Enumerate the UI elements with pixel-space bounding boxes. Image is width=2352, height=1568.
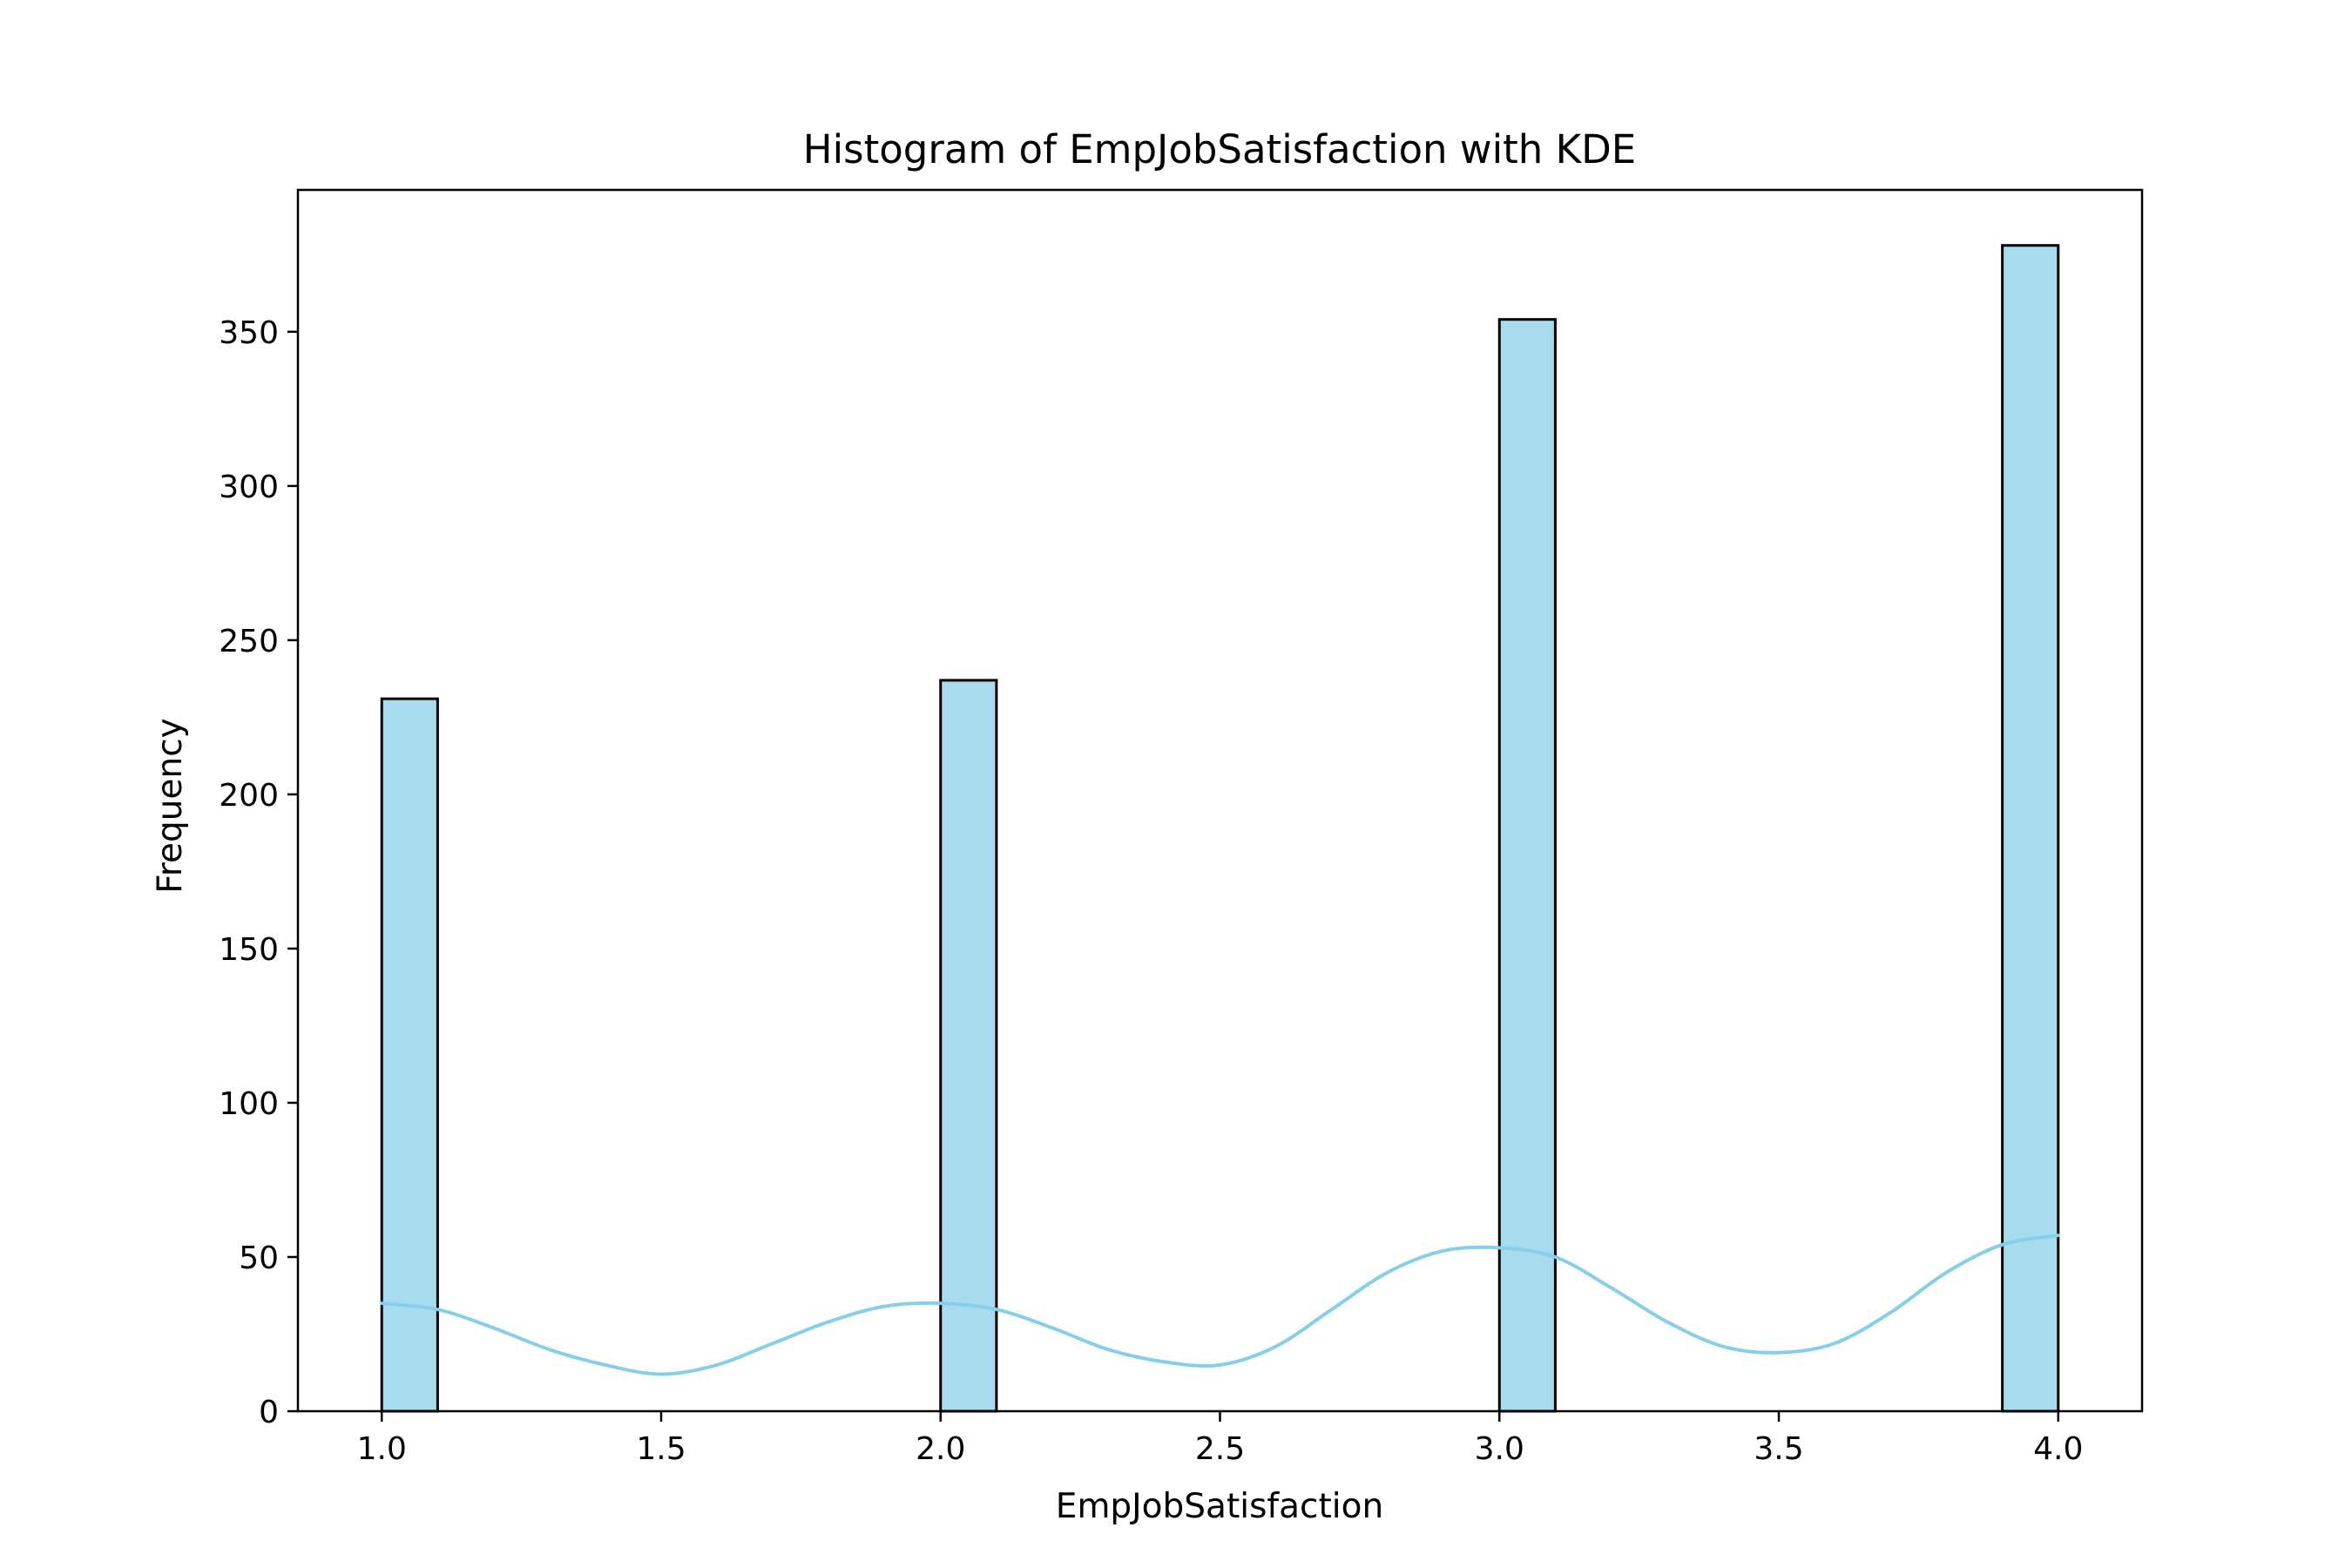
y-tick-label: 0 (259, 1395, 279, 1430)
y-tick-label: 300 (219, 470, 279, 505)
histogram-bar-3 (939, 679, 998, 1413)
x-tick-label: 2.5 (1195, 1431, 1245, 1467)
x-tick-label: 4.0 (2033, 1431, 2083, 1467)
y-axis-label: Frequency (151, 718, 190, 893)
y-tick-label: 250 (219, 624, 279, 659)
histogram-bar-1 (380, 697, 439, 1413)
y-tick-label: 50 (239, 1240, 279, 1276)
y-tick-label: 150 (219, 932, 279, 968)
x-axis-ticks: 1.0 1.5 2.0 2.5 3.0 3.5 4.0 (357, 1411, 2083, 1467)
x-tick-label: 3.0 (1475, 1431, 1524, 1467)
y-tick-label: 350 (219, 315, 279, 351)
x-axis-label: EmpJobSatisfaction (1056, 1487, 1383, 1526)
histogram-bar-5 (2001, 244, 2060, 1413)
x-tick-label: 1.5 (636, 1431, 686, 1467)
y-tick-label: 100 (219, 1086, 279, 1122)
x-tick-label: 3.5 (1754, 1431, 1803, 1467)
kde-curve (380, 1233, 2060, 1376)
y-axis-ticks: 0 50 100 150 200 250 300 350 (219, 315, 298, 1430)
chart-title: Histogram of EmpJobSatisfaction with KDE (803, 126, 1636, 172)
y-tick-label: 200 (219, 778, 279, 814)
x-tick-label: 2.0 (916, 1431, 965, 1467)
histogram-bars (380, 244, 2060, 1413)
x-tick-label: 1.0 (357, 1431, 407, 1467)
